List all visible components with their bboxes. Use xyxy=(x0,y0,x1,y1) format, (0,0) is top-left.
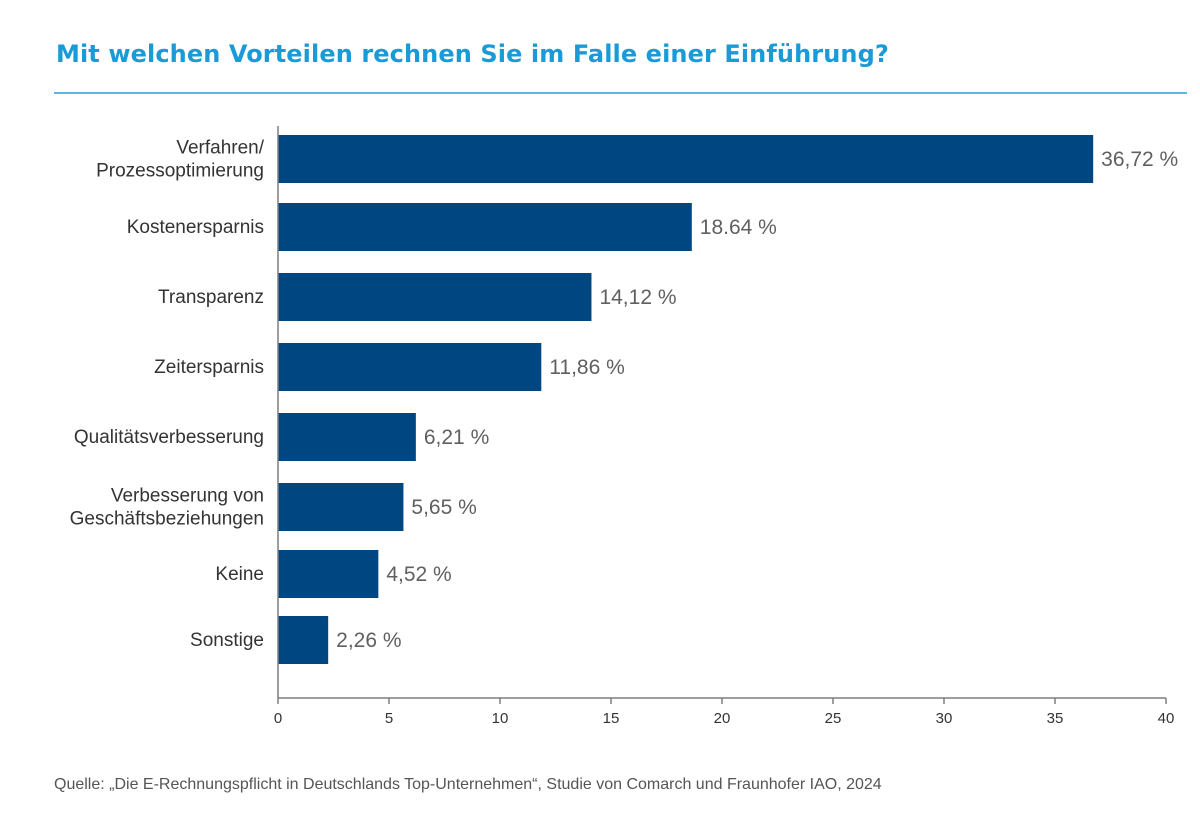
category-label-0: Verfahren/Prozessoptimierung xyxy=(96,138,265,182)
category-label-line: Verbesserung von xyxy=(111,486,264,507)
value-label-2: 14,12 % xyxy=(599,286,676,309)
value-label-4: 6,21 % xyxy=(424,426,489,449)
category-label-line: Geschäftsbeziehungen xyxy=(70,509,264,530)
bar-0 xyxy=(278,135,1094,183)
x-tick-label-0: 0 xyxy=(274,710,282,727)
bar-2 xyxy=(278,273,592,321)
chart-title: Mit welchen Vorteilen rechnen Sie im Fal… xyxy=(56,40,889,68)
category-label-6: Keine xyxy=(215,564,264,585)
category-label-line: Keine xyxy=(215,564,264,585)
source-note: Quelle: „Die E-Rechnungspflicht in Deuts… xyxy=(54,776,882,793)
bar-1 xyxy=(278,203,692,251)
x-tick-label-1: 5 xyxy=(385,710,393,727)
bar-4 xyxy=(278,413,416,461)
value-label-7: 2,26 % xyxy=(336,629,401,652)
category-label-1: Kostenersparnis xyxy=(127,217,264,238)
category-label-line: Zeitersparnis xyxy=(154,357,264,378)
x-tick-label-7: 35 xyxy=(1047,710,1064,727)
x-tick-label-8: 40 xyxy=(1158,710,1175,727)
category-label-7: Sonstige xyxy=(190,630,264,651)
x-tick-label-6: 30 xyxy=(936,710,953,727)
value-label-6: 4,52 % xyxy=(386,563,451,586)
category-label-line: Qualitätsverbesserung xyxy=(74,427,264,448)
category-label-line: Verfahren/ xyxy=(176,138,264,159)
value-label-5: 5,65 % xyxy=(411,496,476,519)
bar-5 xyxy=(278,483,404,531)
bar-6 xyxy=(278,550,379,598)
bar-7 xyxy=(278,616,329,664)
x-tick-label-2: 10 xyxy=(492,710,509,727)
category-label-4: Qualitätsverbesserung xyxy=(74,427,264,448)
value-label-1: 18.64 % xyxy=(700,216,777,239)
bar-3 xyxy=(278,343,542,391)
value-label-0: 36,72 % xyxy=(1101,148,1178,171)
category-label-line: Transparenz xyxy=(158,287,264,308)
title-divider xyxy=(54,92,1187,94)
category-label-line: Kostenersparnis xyxy=(127,217,264,238)
x-tick-label-4: 20 xyxy=(714,710,731,727)
category-label-line: Prozessoptimierung xyxy=(96,161,264,182)
category-label-5: Verbesserung von Geschäftsbeziehungen xyxy=(70,486,264,530)
x-tick-label-5: 25 xyxy=(825,710,842,727)
category-label-line: Sonstige xyxy=(190,630,264,651)
category-label-2: Transparenz xyxy=(158,287,264,308)
category-label-3: Zeitersparnis xyxy=(154,357,264,378)
x-tick-label-3: 15 xyxy=(603,710,620,727)
value-label-3: 11,86 % xyxy=(549,356,625,379)
